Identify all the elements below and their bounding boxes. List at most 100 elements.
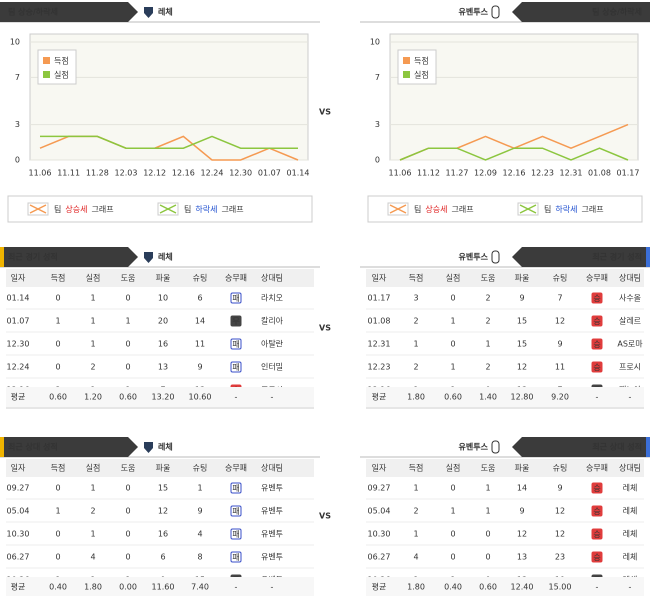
header-bar xyxy=(0,2,138,22)
average-cell: 0.40 xyxy=(49,583,67,592)
table-cell: 0 xyxy=(125,507,130,516)
table-cell: 12 xyxy=(517,363,527,372)
line-conceded xyxy=(399,147,629,161)
result-label: 승 xyxy=(593,484,600,493)
table-cell: 유벤투 xyxy=(261,506,283,516)
average-cell: 0.60 xyxy=(49,393,67,402)
table-cell: 0 xyxy=(55,553,60,562)
table-cell: 칼리아 xyxy=(261,316,284,326)
table-cell: 01.07 xyxy=(7,317,30,326)
table-cell: 12 xyxy=(555,507,565,516)
team-name: 유벤투스 xyxy=(459,442,489,452)
header-accent xyxy=(646,437,650,457)
column-header: 상대팀 xyxy=(619,463,641,473)
table-cell: 0 xyxy=(125,340,130,349)
average-cell: 0.00 xyxy=(119,583,137,592)
result-icon xyxy=(591,528,603,540)
key-label-part: 그래프 xyxy=(581,205,603,214)
header-title: 최근 상대 성적 xyxy=(592,442,642,452)
x-tick-label: 12.03 xyxy=(115,169,138,178)
column-header: 실점 xyxy=(446,273,461,283)
key-label-part: 상승세 xyxy=(65,204,87,214)
x-tick-label: 01.17 xyxy=(617,169,640,178)
table-cell: 0 xyxy=(450,484,455,493)
average-cell: 1.20 xyxy=(84,393,102,402)
y-tick-label: 10 xyxy=(370,38,380,47)
team-icon xyxy=(144,7,153,18)
key-label: 팀 하락세 그래프 xyxy=(184,204,244,214)
vs-label: VS xyxy=(319,108,331,117)
column-header: 득점 xyxy=(409,463,424,473)
x-tick-label: 11.27 xyxy=(446,169,469,178)
table-cell: 15 xyxy=(517,340,527,349)
key-label: 팀 상승세 그래프 xyxy=(414,204,474,214)
table-cell: 1 xyxy=(90,317,95,326)
table-cell: 레체 xyxy=(623,552,638,562)
header-bar xyxy=(0,247,138,267)
table-cell: 1 xyxy=(55,317,60,326)
table-cell: 0 xyxy=(125,484,130,493)
table-cell: 13 xyxy=(517,553,527,562)
column-header: 파울 xyxy=(515,274,530,283)
table-cell: 0 xyxy=(450,294,455,303)
table-cell: 12 xyxy=(517,530,527,539)
table-cell: 1 xyxy=(450,317,455,326)
result-label: 패 xyxy=(232,483,239,493)
table-cell: 05.04 xyxy=(7,507,30,516)
column-header: 실점 xyxy=(86,463,101,473)
table-cell: 9 xyxy=(197,363,202,372)
table-cell: 14 xyxy=(195,317,205,326)
average-cell: 0.60 xyxy=(479,583,497,592)
table-cell: 1 xyxy=(413,530,418,539)
average-cell: 1.80 xyxy=(407,583,425,592)
table-cell: 0 xyxy=(125,294,130,303)
header-title: 최근 상대 성적 xyxy=(8,442,58,452)
x-tick-label: 11.28 xyxy=(86,169,109,178)
header-bar xyxy=(512,2,650,22)
result-icon xyxy=(591,551,603,563)
column-header: 승무패 xyxy=(225,273,247,283)
table-cell: 01.08 xyxy=(368,317,391,326)
result-icon xyxy=(230,361,242,373)
average-cell: 1.80 xyxy=(84,583,102,592)
average-cell: 평균 xyxy=(11,392,26,402)
column-header: 일자 xyxy=(372,274,387,283)
table-cell: 2 xyxy=(485,294,490,303)
x-tick-label: 11.11 xyxy=(57,169,80,178)
table-cell: 1 xyxy=(197,484,202,493)
table-cell: 20 xyxy=(158,317,168,326)
result-label: 패 xyxy=(232,293,239,303)
column-header: 승무패 xyxy=(586,273,608,283)
legend-swatch xyxy=(43,71,50,78)
table-header xyxy=(6,459,314,477)
column-header: 슈팅 xyxy=(553,463,568,473)
table-cell: 8 xyxy=(197,553,202,562)
result-icon xyxy=(230,315,242,327)
result-label: 승 xyxy=(593,317,600,326)
table-cell: 2 xyxy=(90,363,95,372)
table-cell: 2 xyxy=(90,507,95,516)
average-cell: 12.40 xyxy=(511,583,534,592)
result-label: 패 xyxy=(232,506,239,516)
table-cell: 1 xyxy=(90,340,95,349)
header-title: 팀 상승/하락세 xyxy=(592,7,642,17)
x-tick-label: 11.06 xyxy=(29,169,52,178)
team-name: 유벤투스 xyxy=(459,7,489,17)
table-header xyxy=(366,269,644,287)
table-cell: 0 xyxy=(450,530,455,539)
table-cell: 06.27 xyxy=(7,553,30,562)
table-cell: 1 xyxy=(450,363,455,372)
key-label-part: 상승세 xyxy=(425,204,447,214)
team-icon xyxy=(491,5,500,19)
table-cell: 12 xyxy=(555,317,565,326)
key-label-part: 팀 xyxy=(54,204,61,214)
key-label-part: 그래프 xyxy=(91,205,113,214)
header-title: 최근 경기 성적 xyxy=(592,252,642,262)
legend-label: 실점 xyxy=(54,70,69,80)
result-label: 승 xyxy=(593,363,600,372)
column-header: 실점 xyxy=(446,463,461,473)
average-cell: 0.40 xyxy=(444,583,462,592)
table-cell: 1 xyxy=(485,340,490,349)
table-cell: 4 xyxy=(90,553,95,562)
team-name: 레체 xyxy=(158,442,173,452)
